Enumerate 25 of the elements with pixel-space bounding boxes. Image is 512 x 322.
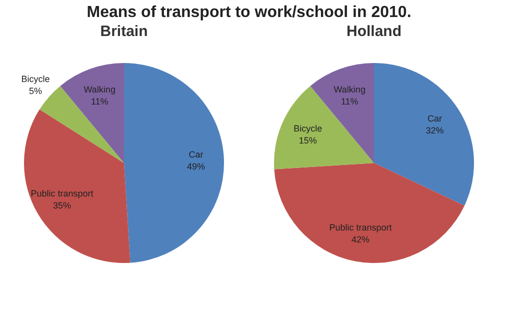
data-label: 5% <box>28 86 42 96</box>
slice-label: Car <box>188 150 204 160</box>
pie-slice <box>274 86 374 170</box>
data-label: 35% <box>53 200 72 211</box>
slice-label: Bicycle <box>21 74 50 84</box>
data-label: 11% <box>90 96 108 106</box>
text: Means of transport to work/school in 2010. <box>86 4 412 21</box>
pie-slice <box>24 109 130 263</box>
data-label: 42% <box>352 234 370 245</box>
slice-label: Public transport <box>329 222 392 233</box>
pie-slice <box>60 63 124 163</box>
pie-slice <box>124 63 224 263</box>
data-label: 11% <box>340 96 358 106</box>
chart-title: Britain <box>100 23 148 40</box>
slice-label: Walking <box>84 84 116 94</box>
slice-label: Bicycle <box>294 123 322 134</box>
data-label: 32% <box>426 125 444 136</box>
chart-title: Holland <box>346 23 402 40</box>
pie-slice <box>374 63 474 206</box>
slice-label: Public transport <box>30 188 94 199</box>
slice-label: Walking <box>334 84 366 94</box>
pie-slice <box>274 163 464 263</box>
data-label: 15% <box>298 135 317 146</box>
data-label: 49% <box>186 162 205 172</box>
slice-label: Car <box>428 113 442 124</box>
